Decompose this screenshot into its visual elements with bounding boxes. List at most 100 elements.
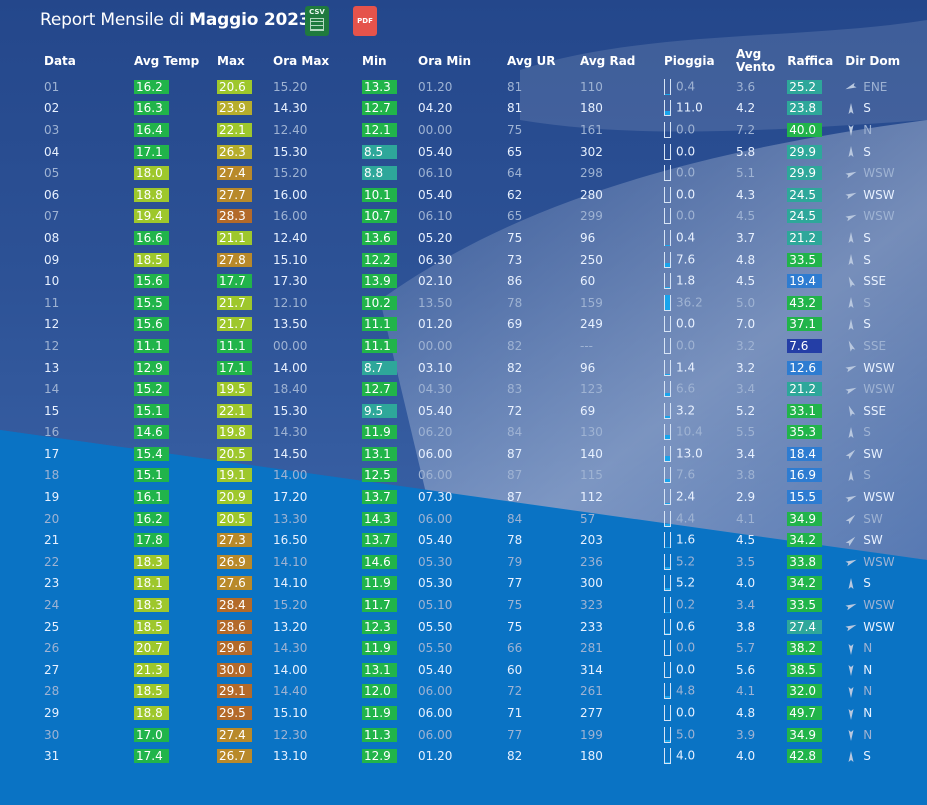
cell-wind: 4.8 [736,706,756,721]
cell-mx: 26.7 [209,745,265,767]
temp-chip: 13.3 [362,79,397,94]
dir-label: S [863,468,871,483]
cell-omx: 15.10 [273,706,308,721]
table-row: 12 15.6 21.7 13.50 11.1 01.20 69 249 0.0 7.0 37.1 S [36,314,909,336]
wind-direction-arrow-icon [845,495,857,502]
temp-chip: 15.5 [134,295,169,310]
cell-dir: N [837,637,909,659]
cell-omn: 00.00 [418,122,453,137]
cell-ur: 86 [507,274,523,289]
cell-omx: 13.10 [273,749,308,764]
wind-direction-arrow-icon [848,665,854,677]
temp-chip: 28.6 [217,619,252,634]
temp-chip: 18.8 [134,706,169,721]
table-row: 01 16.2 20.6 15.20 13.3 01.20 81 110 0.4 3.6 25.2 E… [36,76,909,98]
cell-omx: 14.30 [273,425,308,440]
cell-wind: 4.3 [736,187,756,202]
rain-gauge-icon [664,467,671,484]
cell-dir: SSE [837,335,909,357]
csv-export-icon[interactable]: CSV [305,6,329,36]
cell-omx: 18.40 [273,382,308,397]
temp-chip: 16.2 [134,511,169,526]
cell-omx: 14.50 [273,446,308,461]
cell-gust: 24.5 [779,184,837,206]
table-row: 18 15.1 19.1 14.00 12.5 06.00 87 115 7.6 3.8 16.9 S [36,465,909,487]
rain-value: 0.0 [676,662,696,677]
temp-chip: 11.3 [362,727,397,742]
cell-d: 29 [44,706,60,721]
cell-ur: 75 [507,122,523,137]
pdf-export-icon[interactable]: PDF [353,6,377,36]
cell-mn: 13.3 [354,76,410,98]
cell-omn: 00.00 [418,338,453,353]
cell-dir: S [837,141,909,163]
wind-direction-arrow-icon [848,577,854,589]
cell-gust: 33.5 [779,594,837,616]
cell-mn: 14.3 [354,508,410,530]
gust-chip: 38.5 [787,662,823,677]
gust-chip: 24.5 [787,209,823,224]
cell-omx: 14.00 [273,662,308,677]
cell-mn: 11.7 [354,594,410,616]
cell-t: 15.2 [126,378,209,400]
header-avg-vento: Avg Vento [736,47,776,74]
cell-rain: 11.0 [656,98,728,120]
cell-dir: N [837,681,909,703]
cell-omx: 13.20 [273,619,308,634]
cell-wind: 4.1 [736,511,756,526]
gust-chip: 38.2 [787,641,823,656]
temp-chip: 8.7 [362,360,397,375]
temp-chip: 27.7 [217,187,252,202]
cell-wind: 5.1 [736,166,756,181]
cell-ur: 75 [507,230,523,245]
cell-omx: 17.30 [273,274,308,289]
temp-chip: 12.9 [134,360,169,375]
wind-direction-arrow-icon [845,83,857,90]
dir-label: WSW [863,360,895,375]
cell-gust: 34.9 [779,508,837,530]
cell-mx: 17.7 [209,270,265,292]
dir-label: WSW [863,187,895,202]
cell-dir: WSW [837,357,909,379]
wind-direction-arrow-icon [848,750,854,762]
cell-rad: 300 [580,576,603,591]
cell-rad: 249 [580,317,603,332]
cell-omn: 07.30 [418,490,453,505]
cell-rad: 236 [580,554,603,569]
rain-value: 0.0 [676,640,696,655]
dir-label: S [863,295,871,310]
cell-rain: 5.0 [656,724,728,746]
gust-chip: 7.6 [787,338,823,353]
spreadsheet-grid-icon [310,18,324,31]
table-row: 20 16.2 20.5 13.30 14.3 06.00 84 57 4.4 4.1 34.9 SW [36,508,909,530]
cell-omn: 01.20 [418,317,453,332]
table-row: 05 18.0 27.4 15.20 8.8 06.10 64 298 0.0 5.1 29.9 WS… [36,162,909,184]
cell-rad: 123 [580,382,603,397]
cell-mx: 27.3 [209,529,265,551]
rain-value: 5.0 [676,727,696,742]
cell-ur: 72 [507,403,523,418]
temp-chip: 13.7 [362,533,397,548]
cell-mx: 11.1 [209,335,265,357]
cell-d: 17 [44,446,60,461]
gust-chip: 12.6 [787,360,823,375]
cell-gust: 42.8 [779,745,837,767]
cell-t: 17.8 [126,529,209,551]
cell-d: 30 [44,727,60,742]
rain-value: 0.0 [676,165,696,180]
cell-omn: 13.50 [418,295,453,310]
cell-gust: 35.3 [779,422,837,444]
temp-chip: 30.0 [217,662,252,677]
cell-dir: SW [837,529,909,551]
cell-t: 18.3 [126,551,209,573]
cell-omn: 04.30 [418,382,453,397]
rain-gauge-icon [664,337,671,354]
cell-t: 18.1 [126,573,209,595]
cell-rad: 180 [580,749,603,764]
gust-chip: 49.7 [787,706,823,721]
cell-rad: 180 [580,101,603,116]
temp-chip: 21.3 [134,662,169,677]
rain-value: 7.6 [676,467,696,482]
cell-ur: 83 [507,382,523,397]
table-row: 07 19.4 28.3 16.00 10.7 06.10 65 299 0.0 4.5 24.5 W… [36,206,909,228]
